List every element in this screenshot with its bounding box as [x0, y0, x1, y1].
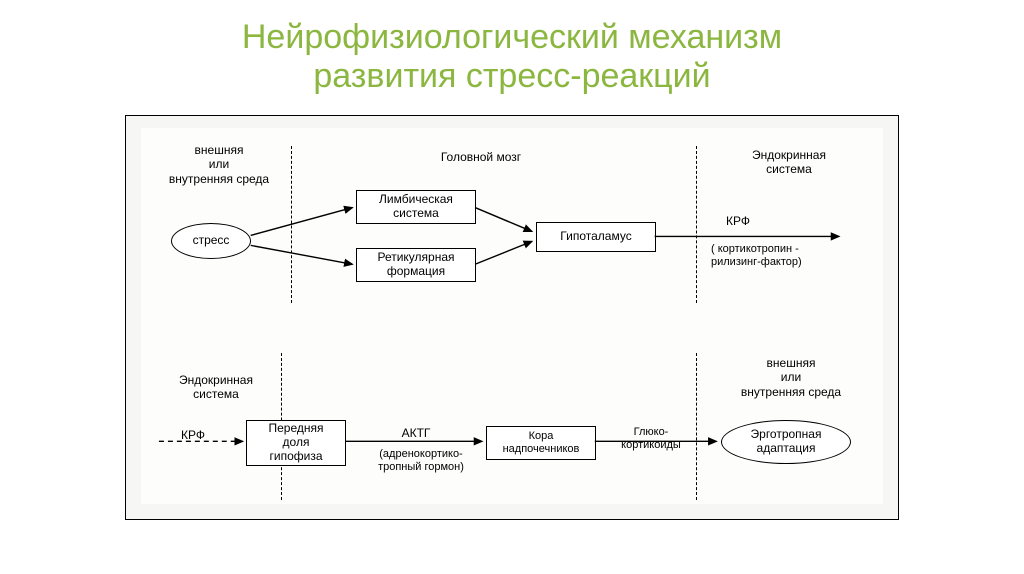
dash-2: [696, 146, 697, 303]
node-adaptation: Эрготропнаяадаптация: [721, 420, 851, 464]
node-stress: стресс: [171, 223, 251, 259]
title-line1: Нейрофизиологический механизм: [242, 18, 782, 56]
node-adrenal: Коранадпочечников: [486, 426, 596, 460]
node-pituitary: Передняядолягипофиза: [246, 420, 346, 466]
node-reticular: Ретикулярнаяформация: [356, 248, 476, 282]
label-gluco: Глюко-кортикоиды: [606, 426, 696, 452]
label-endo2: Эндокриннаясистема: [156, 373, 276, 402]
label-env2: внешняяиливнутренняя среда: [721, 356, 861, 399]
node-hypothalamus: Гипоталамус: [536, 222, 656, 252]
diagram-canvas: внешняяиливнутренняя среда Головной мозг…: [141, 128, 883, 504]
dash-1: [291, 146, 292, 303]
label-krf1: КРФ: [726, 214, 776, 228]
label-krf1-sub: ( кортикотропин -рилизинг-фактор): [711, 243, 871, 269]
label-krf2: КРФ: [181, 428, 231, 442]
title-line2: развития стресс-реакций: [313, 57, 710, 95]
label-brain: Головной мозг: [411, 150, 551, 164]
diagram-frame: внешняяиливнутренняя среда Головной мозг…: [125, 115, 899, 520]
label-env1: внешняяиливнутренняя среда: [159, 143, 279, 186]
label-aktg-sub: (адренокортико-тропный гормон): [356, 448, 486, 474]
label-endo1: Эндокриннаясистема: [719, 148, 859, 177]
label-aktg: АКТГ: [386, 426, 446, 440]
dash-4: [696, 353, 697, 500]
page-title: Нейрофизиологический механизм развития с…: [0, 0, 1024, 104]
node-limbic: Лимбическаясистема: [356, 190, 476, 224]
